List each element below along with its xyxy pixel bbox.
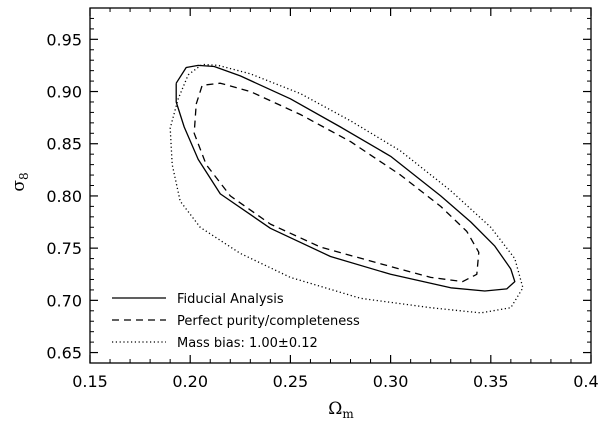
y-tick-label: 0.85 [46, 135, 82, 154]
y-tick-label: 0.65 [46, 344, 82, 363]
svg-text:σ8: σ8 [9, 172, 31, 191]
legend-label: Mass bias: 1.00±0.12 [177, 336, 318, 351]
x-tick-label: 0.30 [373, 372, 409, 391]
legend-label: Fiducial Analysis [177, 292, 284, 307]
y-tick-label: 0.70 [46, 291, 82, 310]
y-axis-label: σ8 [9, 172, 31, 191]
contour-curves [169, 63, 524, 314]
contour-dotted [169, 63, 524, 314]
y-tick-label: 0.80 [46, 187, 82, 206]
x-tick-label: 0.40 [573, 372, 599, 391]
y-axis-label-sub: 8 [17, 172, 31, 180]
ticks [89, 8, 592, 363]
x-axis-label-main: Ω [328, 399, 342, 419]
x-tick-label: 0.25 [273, 372, 309, 391]
contour-solid [175, 64, 516, 292]
x-axis-label: Ωm [328, 399, 354, 421]
x-tick-label: 0.20 [172, 372, 208, 391]
x-tick-label: 0.15 [72, 372, 108, 391]
tick-labels: 0.15 0.20 0.25 0.30 0.35 0.40 0.65 0.70 0.75 0.80… [46, 30, 599, 391]
plot-frame [89, 7, 592, 364]
y-axis-label-main: σ [9, 180, 29, 192]
y-tick-label: 0.75 [46, 239, 82, 258]
contour-dashed [193, 82, 480, 283]
legend: Fiducial Analysis Perfect purity/complete… [112, 292, 360, 351]
y-tick-label: 0.95 [46, 30, 82, 49]
y-tick-label: 0.90 [46, 83, 82, 102]
x-axis-label-sub: m [342, 407, 354, 421]
x-tick-label: 0.35 [473, 372, 509, 391]
legend-label: Perfect purity/completeness [177, 314, 360, 329]
